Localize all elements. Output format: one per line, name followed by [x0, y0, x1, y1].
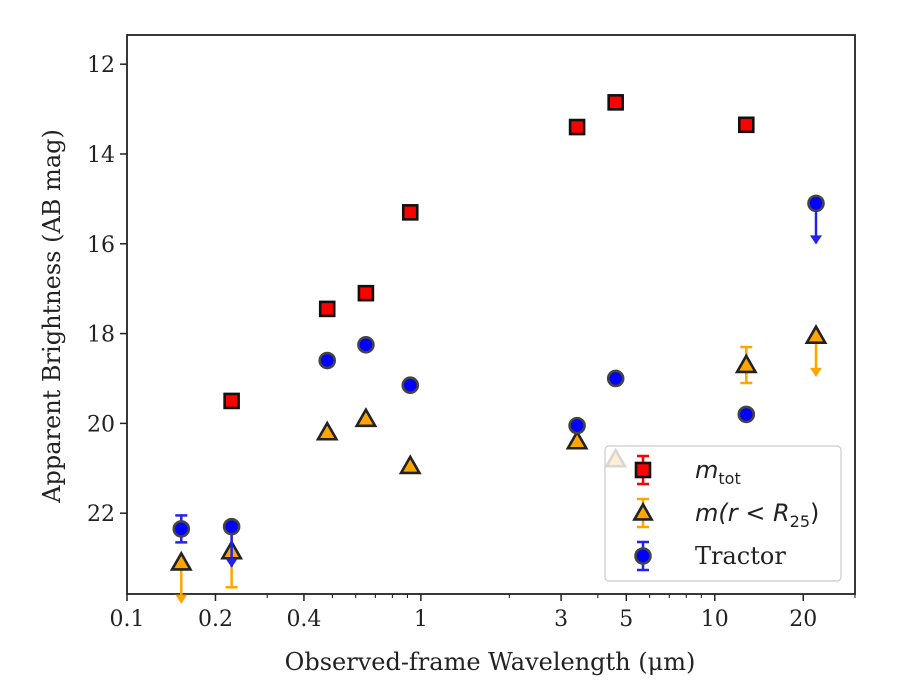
data-point	[222, 517, 241, 536]
legend-label: Tractor	[695, 542, 786, 570]
y-axis-title: Apparent Brightness (AB mag)	[38, 129, 66, 504]
data-point	[568, 416, 586, 435]
data-point	[398, 454, 422, 475]
y-tick-label: 22	[87, 502, 115, 527]
y-tick-label: 18	[87, 323, 115, 348]
legend-marker	[634, 547, 652, 565]
legend-marker	[634, 461, 652, 479]
x-tick-label: 0.4	[286, 607, 321, 632]
legend-label: mtot	[695, 456, 741, 488]
data-marks	[169, 94, 828, 604]
upper-limit-arrow	[175, 594, 188, 604]
data-point	[607, 94, 624, 111]
legend: mtot m(r < R25) Tractor	[604, 445, 842, 582]
legend-entry: mtot	[634, 454, 741, 488]
y-tick-label: 12	[87, 53, 115, 78]
data-point	[737, 405, 756, 424]
y-tick-label: 16	[87, 233, 115, 258]
x-tick-label: 1	[414, 607, 428, 632]
data-point	[357, 284, 375, 302]
upper-limit-arrow	[225, 558, 238, 568]
data-point	[606, 369, 625, 388]
data-point	[315, 420, 339, 441]
x-tick-label: 10	[701, 607, 729, 632]
legend-entry: m(r < R25)	[632, 497, 819, 531]
legend-label: m(r < R25)	[695, 499, 819, 531]
data-point	[401, 204, 419, 221]
y-tick-label: 20	[87, 412, 115, 437]
plot-area	[126, 34, 856, 595]
data-point	[737, 116, 755, 134]
data-point	[318, 351, 337, 370]
legend-box	[604, 445, 842, 582]
x-tick-label: 0.2	[198, 607, 233, 632]
data-point	[807, 194, 825, 213]
data-point	[804, 324, 828, 345]
axis-ticks	[120, 63, 856, 601]
data-point	[401, 376, 420, 395]
y-tick-label: 14	[87, 143, 115, 168]
x-tick-label: 3	[554, 607, 568, 632]
series-square	[223, 94, 755, 410]
plot-border	[126, 34, 856, 595]
data-point	[568, 118, 586, 136]
axis-tick-labels: 0.1 0.2 0.4 1 3 5 10 20 12 14 16 18 20 22	[87, 53, 817, 632]
series-circle	[172, 194, 825, 568]
x-tick-label: 20	[789, 607, 817, 632]
x-axis-title: Observed-frame Wavelength (μm)	[285, 648, 696, 676]
data-point	[169, 550, 193, 571]
data-point	[318, 300, 336, 318]
data-point	[734, 353, 758, 374]
data-point	[565, 429, 589, 450]
data-point	[357, 336, 375, 354]
legend-marker	[632, 501, 654, 521]
legend-entry: Tractor	[634, 540, 786, 572]
data-point	[223, 392, 240, 410]
data-point	[172, 520, 191, 538]
upper-limit-arrow	[809, 367, 822, 377]
data-point	[354, 407, 378, 428]
upper-limit-arrow	[809, 235, 822, 245]
x-tick-label: 5	[619, 607, 633, 632]
x-tick-label: 0.1	[110, 607, 145, 632]
